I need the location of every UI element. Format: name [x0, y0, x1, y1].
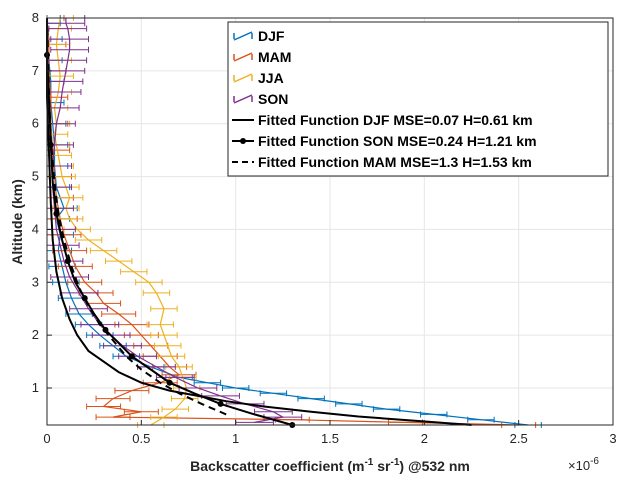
legend-label: MAM [258, 49, 291, 65]
x-axis-label-sup1: -1 [364, 457, 373, 468]
series-line [53, 17, 188, 426]
x-axis-multiplier: ×10-6 [568, 456, 599, 473]
legend-label: SON [258, 91, 288, 107]
y-tick-label: 8 [32, 10, 39, 25]
series-fit-dash [46, 17, 227, 416]
legend-label: Fitted Function MAM MSE=1.3 H=1.53 km [258, 154, 532, 170]
x-axis-label-end: ) @532 nm [399, 458, 469, 474]
x-tick-label: 3 [609, 431, 616, 446]
x-tick-label: 2 [421, 431, 428, 446]
x-axis-label-sup2: -1 [390, 457, 399, 468]
series-line [46, 18, 472, 426]
legend-swatch [233, 31, 253, 41]
x-axis-label-mid: sr [373, 458, 391, 474]
legend-label: JJA [258, 70, 284, 86]
ticks: 0 0.5 1 1.5 2 2.5 3 1 2 3 4 5 6 7 8 [32, 10, 617, 446]
legend: DJF MAM JJA SON Fitted Function DJF MSE=0.07… [227, 21, 609, 177]
x-axis-label-main: Backscatter coefficient (m [190, 458, 364, 474]
legend-label: DJF [258, 28, 285, 44]
fit-marker [217, 400, 224, 407]
legend-swatch [233, 52, 253, 62]
series-line [46, 17, 227, 416]
fit-marker [166, 379, 173, 386]
y-tick-label: 7 [32, 63, 39, 78]
y-axis-label: Altitude (km) [9, 179, 25, 265]
legend-label: Fitted Function DJF MSE=0.07 H=0.61 km [258, 112, 533, 128]
x-tick-label: 0.5 [132, 431, 150, 446]
fit-marker [47, 141, 54, 148]
y-tick-label: 5 [32, 169, 39, 184]
x-tick-label: 1.5 [321, 431, 339, 446]
y-tick-label: 4 [32, 221, 39, 236]
legend-swatch [233, 94, 253, 104]
legend-label: Fitted Function SON MSE=0.24 H=1.21 km [258, 133, 537, 149]
x-axis-multiplier-exp: -6 [590, 456, 599, 467]
y-tick-label: 6 [32, 116, 39, 131]
y-tick-label: 2 [32, 327, 39, 342]
y-tick-label: 3 [32, 274, 39, 289]
x-axis-label: Backscatter coefficient (m-1 sr-1) @532 … [190, 457, 470, 474]
x-tick-label: 0 [43, 431, 50, 446]
legend-swatch [233, 73, 253, 83]
legend-box [227, 21, 609, 177]
x-tick-label: 2.5 [510, 431, 528, 446]
x-tick-label: 1 [232, 431, 239, 446]
fit-marker [128, 353, 135, 360]
legend-swatch-marker [240, 138, 246, 144]
y-tick-label: 1 [32, 380, 39, 395]
x-axis-multiplier-base: ×10 [568, 458, 590, 473]
series-fit-solid [46, 18, 472, 426]
